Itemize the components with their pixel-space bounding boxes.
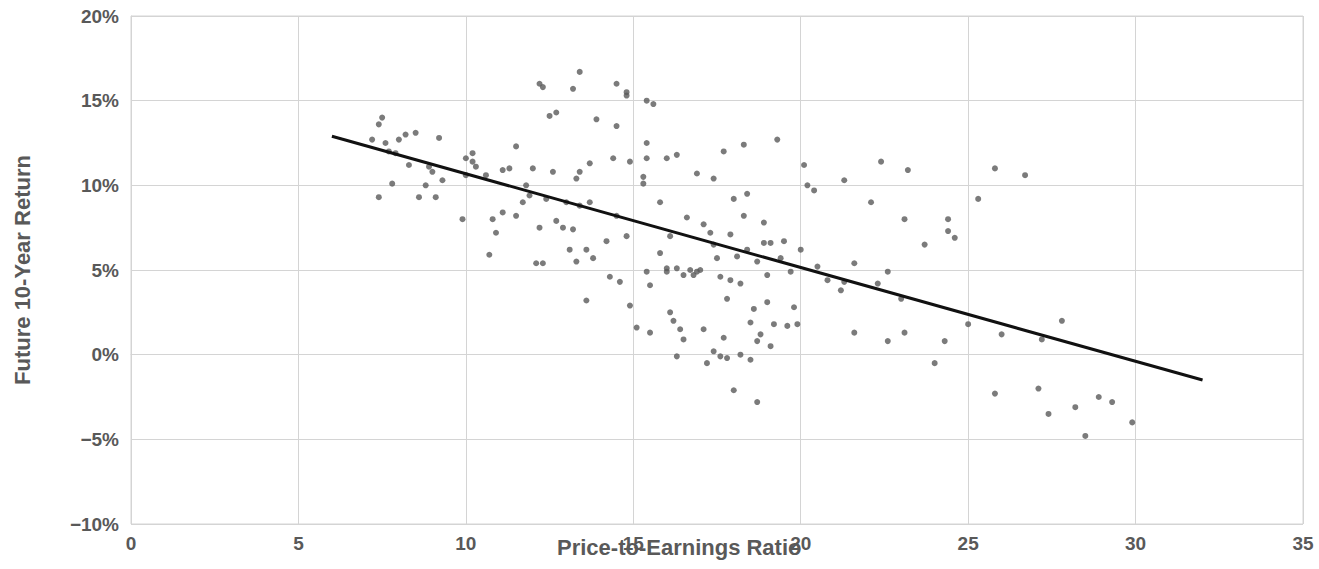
svg-text:5%: 5% — [92, 260, 120, 281]
svg-text:15%: 15% — [81, 90, 119, 111]
svg-text:20%: 20% — [81, 6, 119, 27]
svg-text:20: 20 — [790, 533, 811, 554]
svg-text:10: 10 — [455, 533, 476, 554]
svg-text:10%: 10% — [81, 175, 119, 196]
svg-text:0: 0 — [126, 533, 137, 554]
svg-text:15: 15 — [623, 533, 645, 554]
svg-text:Future 10-Year Return: Future 10-Year Return — [10, 155, 35, 385]
svg-text:−5%: −5% — [80, 429, 119, 450]
svg-text:Price-to-Earnings Ratio: Price-to-Earnings Ratio — [557, 535, 801, 560]
svg-text:0%: 0% — [92, 344, 120, 365]
svg-text:35: 35 — [1292, 533, 1314, 554]
svg-text:−10%: −10% — [70, 514, 119, 535]
svg-text:5: 5 — [293, 533, 304, 554]
svg-text:30: 30 — [1125, 533, 1146, 554]
svg-text:25: 25 — [958, 533, 980, 554]
